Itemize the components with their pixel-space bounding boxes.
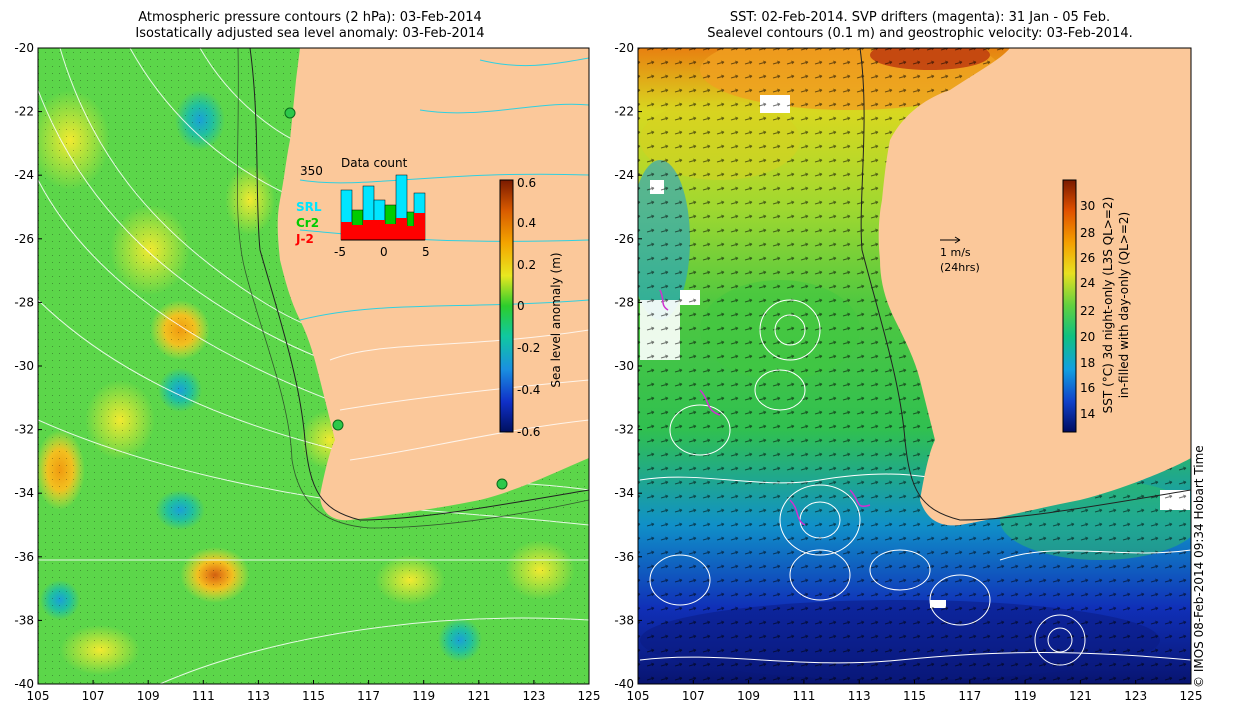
latitude-tick-label: -34 <box>614 486 634 500</box>
latitude-tick-label: -30 <box>14 359 34 373</box>
latitude-tick-label: -22 <box>614 105 634 119</box>
sla-colorbar-tick: 0.6 <box>517 176 536 190</box>
longitude-tick-label: 125 <box>578 689 601 703</box>
sla-colorbar-tick: -0.2 <box>517 341 540 355</box>
inset-bar <box>363 220 374 240</box>
longitude-tick-label: 119 <box>412 689 435 703</box>
longitude-tick-label: 113 <box>848 689 871 703</box>
latitude-tick-label: -22 <box>14 105 34 119</box>
sst-colorbar-tick: 18 <box>1080 356 1095 370</box>
sst-colorbar-tick: 16 <box>1080 381 1095 395</box>
inset-bar <box>396 218 407 240</box>
inset-xtick: -5 <box>334 245 346 259</box>
longitude-tick-label: 117 <box>357 689 380 703</box>
latitude-tick-label: -34 <box>14 486 34 500</box>
sla-colorbar-tick: 0.2 <box>517 258 536 272</box>
latitude-tick-label: -40 <box>14 677 34 691</box>
sst-colorbar-tick: 22 <box>1080 304 1095 318</box>
sla-colorbar-tick: -0.6 <box>517 425 540 439</box>
longitude-tick-label: 111 <box>792 689 815 703</box>
longitude-tick-label: 121 <box>467 689 490 703</box>
inset-bar <box>385 224 396 240</box>
inset-bar <box>407 226 418 240</box>
inset-bar <box>414 213 425 240</box>
longitude-tick-label: 105 <box>27 689 50 703</box>
left-map-title: Atmospheric pressure contours (2 hPa): 0… <box>60 10 560 42</box>
longitude-tick-label: 119 <box>1014 689 1037 703</box>
latitude-tick-label: -36 <box>614 550 634 564</box>
longitude-tick-label: 115 <box>302 689 325 703</box>
right-title-line2: Sealevel contours (0.1 m) and geostrophi… <box>707 26 1133 41</box>
latitude-tick-label: -26 <box>14 232 34 246</box>
sst-colorbar-tick: 30 <box>1080 199 1095 213</box>
latitude-tick-label: -40 <box>614 677 634 691</box>
longitude-tick-label: 107 <box>682 689 705 703</box>
longitude-tick-label: 105 <box>627 689 650 703</box>
left-title-line2: Isostatically adjusted sea level anomaly… <box>135 26 485 41</box>
legend-cr2: Cr2 <box>296 216 319 230</box>
latitude-tick-label: -24 <box>14 168 34 182</box>
sla-colorbar-tick: 0 <box>517 299 525 313</box>
inset-bar <box>352 225 363 240</box>
latitude-tick-label: -28 <box>14 295 34 309</box>
latitude-tick-label: -38 <box>614 613 634 627</box>
longitude-tick-label: 111 <box>192 689 215 703</box>
inset-title: Data count <box>341 156 408 170</box>
tide-gauge-marker <box>284 107 296 119</box>
sst-colorbar-label-line2: in-filled with day-only (QL>=2) <box>1117 212 1131 398</box>
sst-colorbar-tick: 26 <box>1080 251 1095 265</box>
right-map-title: SST: 02-Feb-2014. SVP drifters (magenta)… <box>640 10 1200 42</box>
longitude-tick-label: 109 <box>737 689 760 703</box>
legend-j2: J-2 <box>295 232 314 246</box>
latitude-tick-label: -26 <box>614 232 634 246</box>
latitude-tick-label: -28 <box>614 295 634 309</box>
longitude-tick-label: 109 <box>137 689 160 703</box>
right-australia-landmass <box>878 48 1191 526</box>
sla-colorbar-tick: -0.4 <box>517 383 540 397</box>
tide-gauge-marker <box>496 478 508 490</box>
longitude-tick-label: 125 <box>1180 689 1203 703</box>
inset-max-label: 350 <box>300 164 323 178</box>
latitude-tick-label: -30 <box>614 359 634 373</box>
inset-xtick: 0 <box>380 245 388 259</box>
latitude-tick-label: -24 <box>614 168 634 182</box>
sst-colorbar-label-line1: SST (°C) 3d night-only (L3S QL>=2) <box>1101 197 1115 414</box>
longitude-tick-label: 121 <box>1069 689 1092 703</box>
left-title-line1: Atmospheric pressure contours (2 hPa): 0… <box>138 10 482 25</box>
sst-colorbar-tick: 20 <box>1080 330 1095 344</box>
sla-colorbar: 0.6 0.4 0.2 0 -0.2 -0.4 -0.6 Sea level a… <box>499 176 563 439</box>
velocity-scale-label: 1 m/s <box>940 246 971 259</box>
legend-srl: SRL <box>296 200 322 214</box>
right-title-line1: SST: 02-Feb-2014. SVP drifters (magenta)… <box>729 10 1111 25</box>
inset-bar <box>374 220 385 240</box>
latitude-tick-label: -38 <box>14 613 34 627</box>
longitude-tick-label: 107 <box>82 689 105 703</box>
sla-colorbar-tick: 0.4 <box>517 216 536 230</box>
sst-colorbar-tick: 28 <box>1080 226 1095 240</box>
longitude-tick-label: 117 <box>958 689 981 703</box>
tide-gauge-marker <box>332 419 344 431</box>
sst-colorbar: 30 28 26 24 22 20 18 16 14 SST (°C) 3d n… <box>1062 179 1131 433</box>
longitude-tick-label: 123 <box>1124 689 1147 703</box>
longitude-tick-label: 123 <box>522 689 545 703</box>
velocity-scale: 1 m/s (24hrs) <box>940 236 980 274</box>
latitude-tick-label: -20 <box>614 41 634 55</box>
data-count-inset: Data count 350 -5 0 5 SRL Cr2 J-2 <box>295 156 430 259</box>
sst-colorbar-tick: 24 <box>1080 276 1095 290</box>
longitude-tick-label: 113 <box>247 689 270 703</box>
velocity-scale-sublabel: (24hrs) <box>940 261 980 274</box>
imos-credit: © IMOS 08-Feb-2014 09:34 Hobart Time <box>1192 445 1206 688</box>
inset-xtick: 5 <box>422 245 430 259</box>
inset-bar <box>341 222 352 240</box>
latitude-tick-label: -36 <box>14 550 34 564</box>
sst-colorbar-tick: 14 <box>1080 407 1095 421</box>
sla-colorbar-label: Sea level anomaly (m) <box>549 252 563 387</box>
latitude-tick-label: -32 <box>14 423 34 437</box>
latitude-tick-label: -32 <box>614 423 634 437</box>
longitude-tick-label: 115 <box>903 689 926 703</box>
latitude-tick-label: -20 <box>14 41 34 55</box>
